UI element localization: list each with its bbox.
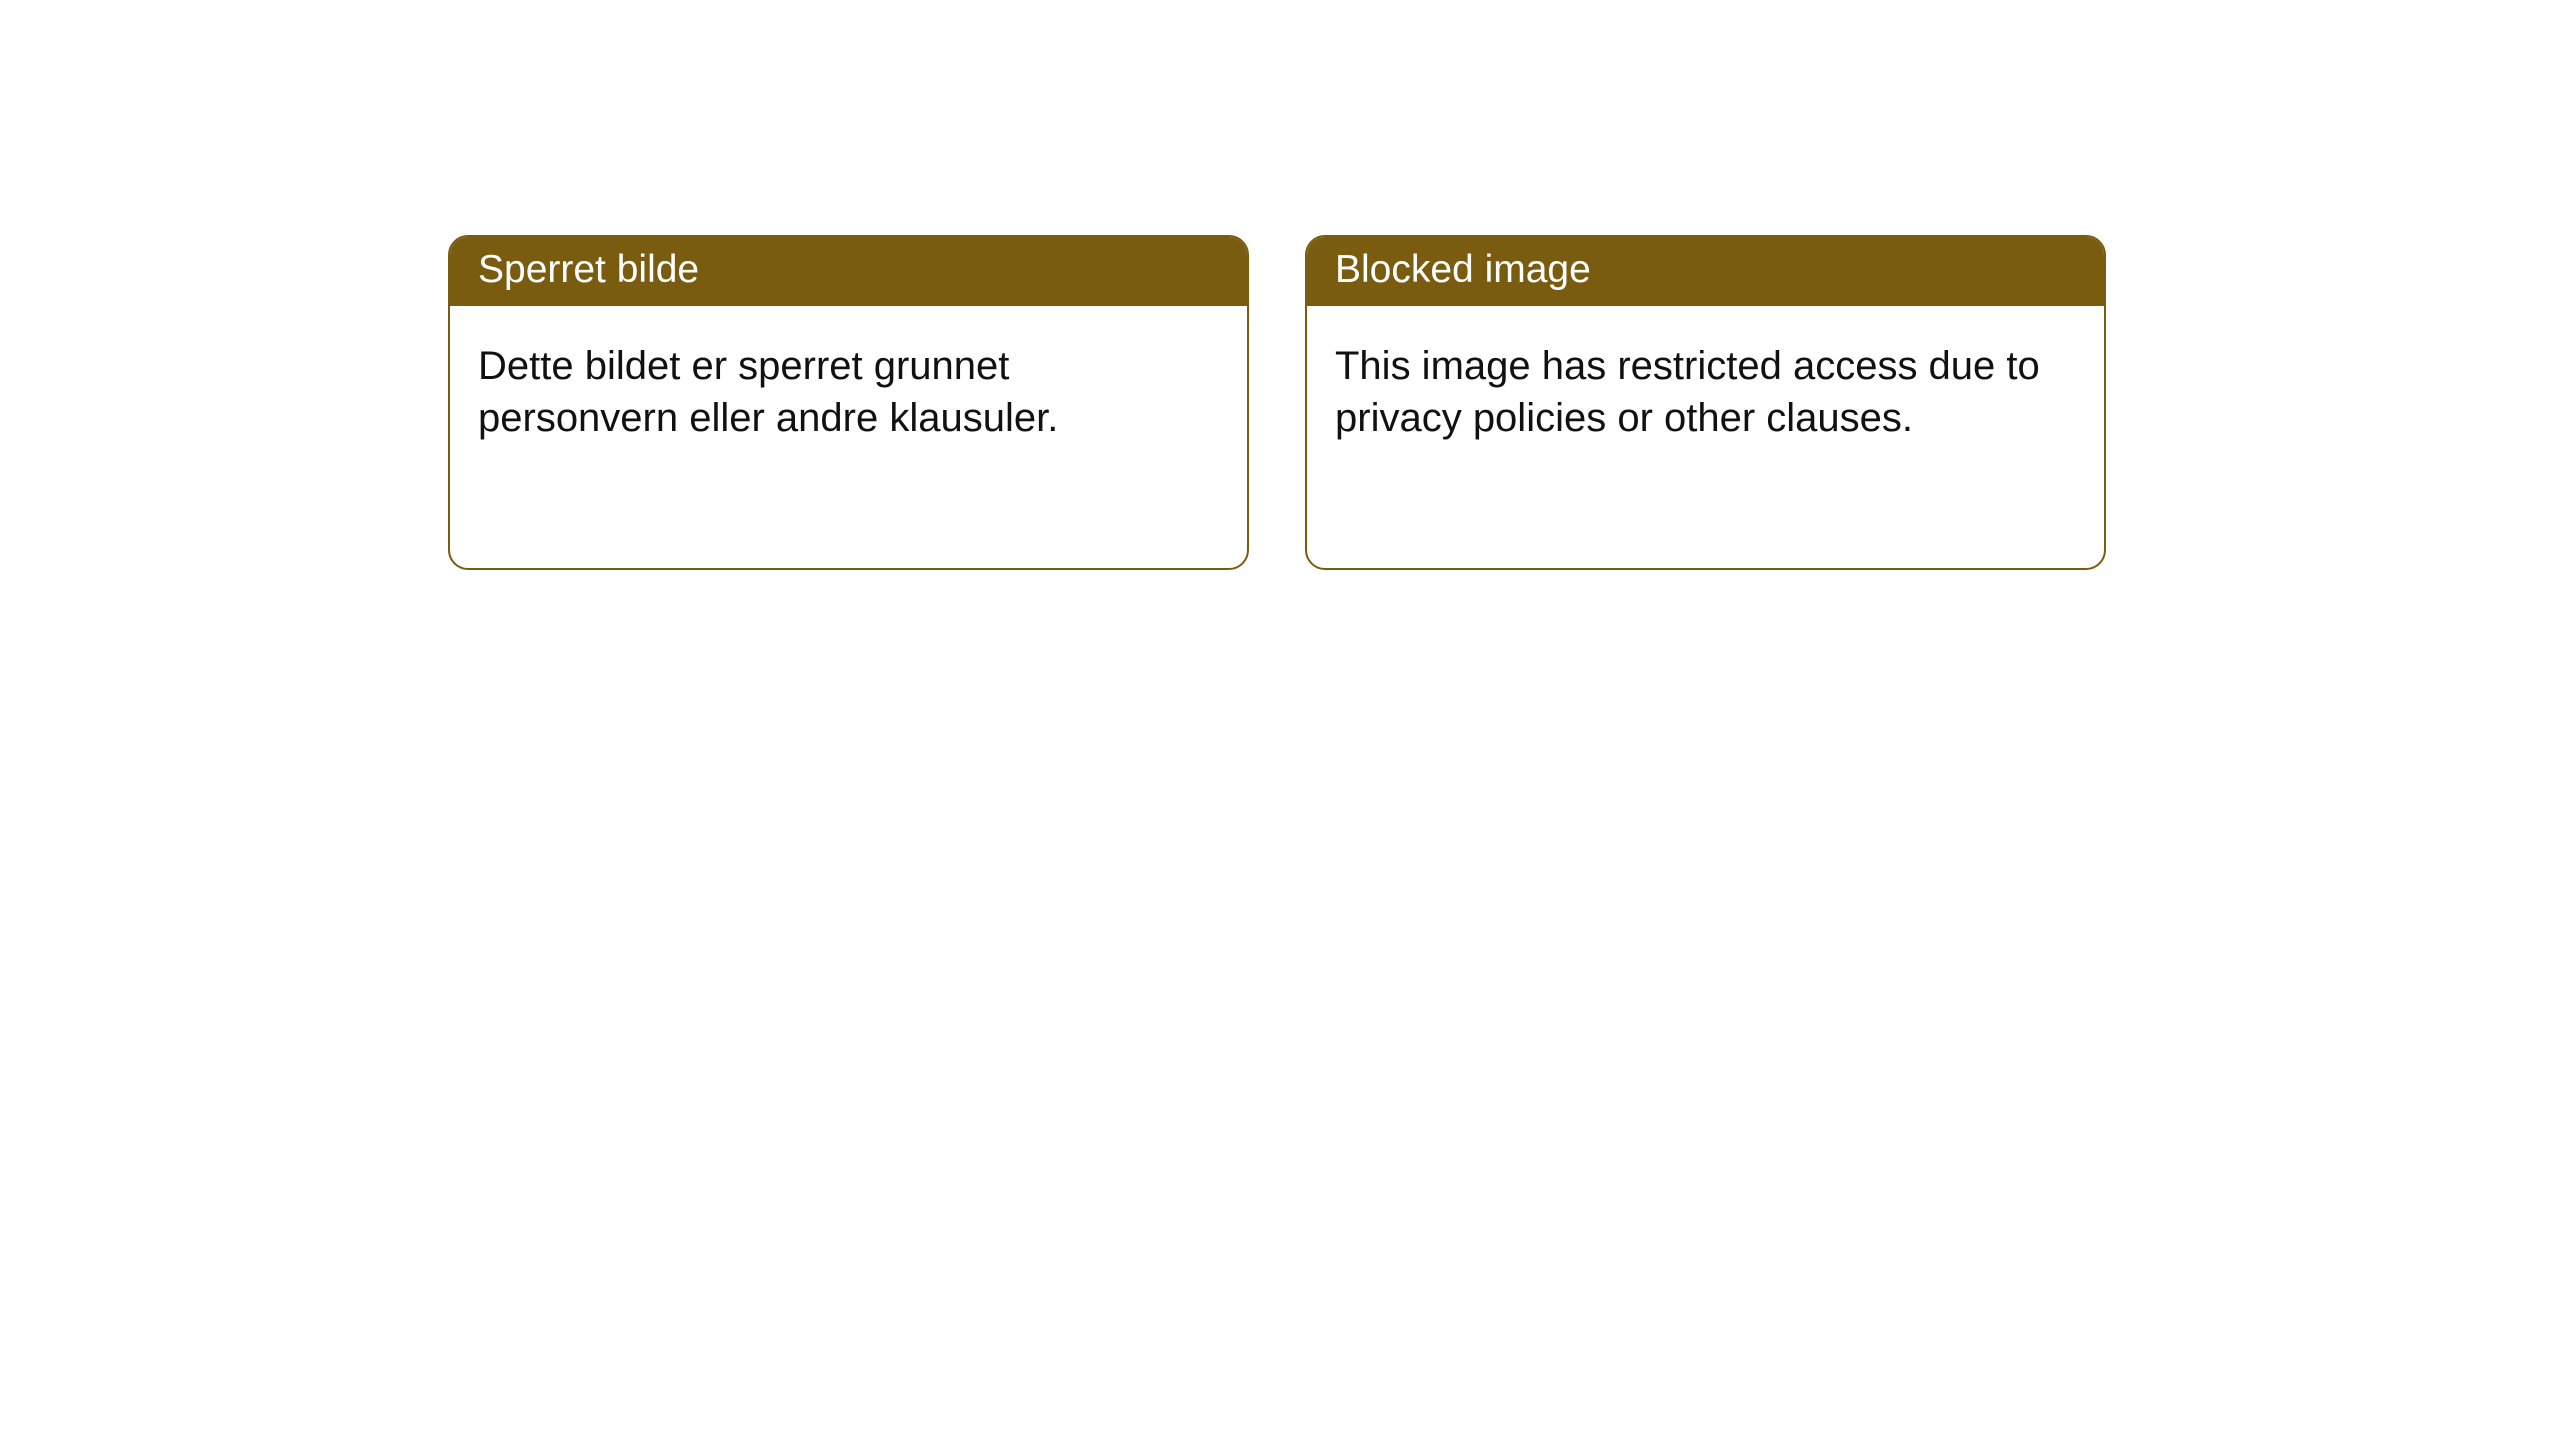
notice-card-header: Blocked image: [1307, 237, 2104, 306]
notice-card-title: Sperret bilde: [478, 248, 699, 291]
notice-card-message: Dette bildet er sperret grunnet personve…: [478, 344, 1058, 440]
notice-card-body: Dette bildet er sperret grunnet personve…: [450, 306, 1247, 478]
notice-card-header: Sperret bilde: [450, 237, 1247, 306]
notice-card-english: Blocked image This image has restricted …: [1305, 235, 2106, 570]
notice-card-message: This image has restricted access due to …: [1335, 344, 2040, 440]
notice-card-body: This image has restricted access due to …: [1307, 306, 2104, 478]
notice-card-title: Blocked image: [1335, 248, 1591, 291]
notice-cards-container: Sperret bilde Dette bildet er sperret gr…: [448, 235, 2106, 570]
notice-card-norwegian: Sperret bilde Dette bildet er sperret gr…: [448, 235, 1249, 570]
